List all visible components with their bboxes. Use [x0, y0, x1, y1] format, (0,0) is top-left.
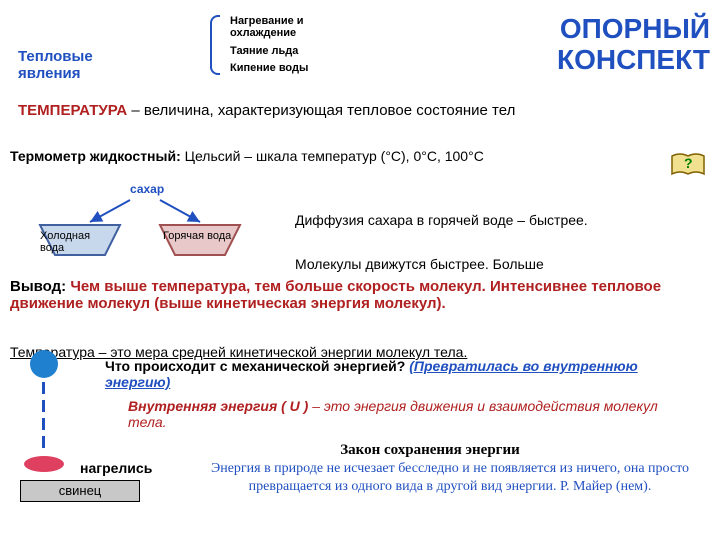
mech-q-text: Что происходит с механической энергией? [105, 358, 409, 374]
mechanical-question: Что происходит с механической энергией? … [105, 358, 705, 390]
heated-label: нагрелись [80, 460, 152, 476]
diffusion-line-1: Молекулы движутся быстрее. Больше [295, 256, 695, 272]
lead-box: свинец [20, 480, 140, 502]
impact-oval [24, 456, 64, 472]
hot-water-label: Горячая вода [163, 230, 233, 242]
conclusion-body: Чем выше температура, тем больше скорост… [10, 278, 661, 312]
trajectory-dash-3 [42, 436, 45, 448]
trajectory-dash-1 [42, 400, 45, 412]
trajectory-dash-0 [42, 382, 45, 394]
diffusion-line-0: Диффузия сахара в горячей воде – быстрее… [295, 212, 695, 228]
trajectory-dash-2 [42, 418, 45, 430]
conservation-law-title: Закон сохранения энергии [270, 442, 590, 459]
conservation-law-body: Энергия в природе не исчезает бесследно … [200, 460, 700, 496]
conclusion-head: Вывод: [10, 278, 70, 295]
inner-energy-head: Внутренняя энергия ( U ) [128, 398, 308, 414]
conclusion-block: Вывод: Чем выше температура, тем больше … [10, 278, 710, 312]
falling-ball [30, 350, 58, 378]
cold-water-label: Холодная вода [40, 230, 110, 254]
inner-energy-def: Внутренняя энергия ( U ) – это энергия д… [128, 398, 698, 430]
